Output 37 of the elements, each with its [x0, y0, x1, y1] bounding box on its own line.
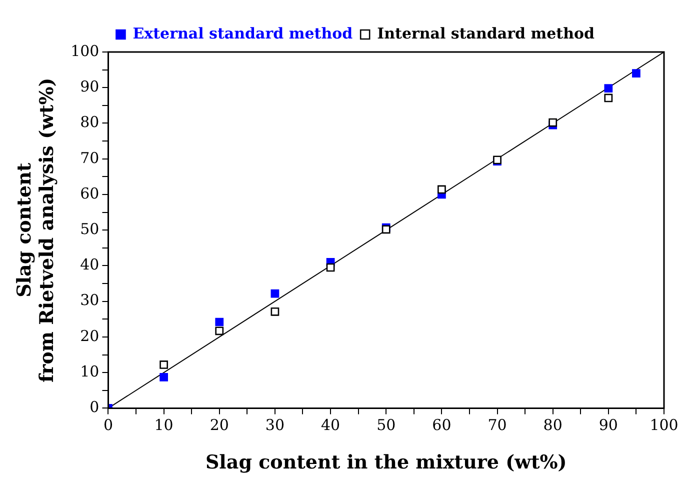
x-tick-label: 80 [543, 416, 562, 434]
point [604, 84, 613, 93]
legend-label: Internal standard method [377, 24, 596, 42]
y-tick-label: 30 [80, 291, 100, 310]
y-tick-label: 0 [90, 398, 100, 416]
point [160, 373, 168, 382]
point [604, 94, 613, 102]
point [326, 263, 335, 272]
point [215, 318, 224, 326]
point [270, 307, 280, 316]
x-tick-label: 0 [103, 416, 114, 434]
x-tick-label: 40 [320, 416, 340, 434]
x-tick-label: 70 [488, 416, 507, 434]
y-tick-label: 60 [80, 184, 100, 202]
y-tick-label: 80 [80, 113, 100, 132]
x-tick-label: 90 [598, 416, 618, 434]
point [438, 185, 446, 194]
y-tick-label: 70 [80, 148, 100, 167]
point [270, 289, 280, 298]
y-tick-label: 50 [80, 220, 100, 238]
y-tick-label: 20 [80, 326, 100, 345]
x-tick-label: 60 [432, 416, 452, 434]
legend-label: External standard method [132, 24, 354, 42]
x-tick-label: 10 [154, 416, 174, 434]
x-tick-label: 100 [650, 416, 678, 434]
x-axis-title: Slag content in the mixture (wt%) [205, 452, 567, 474]
x-tick-label: 50 [376, 416, 396, 434]
y-tick-label: 10 [80, 362, 100, 380]
point [632, 69, 640, 78]
y-tick-label: 90 [80, 78, 100, 96]
x-tick-label: 30 [265, 416, 285, 434]
x-tick-label: 20 [210, 416, 229, 434]
y-tick-label: 40 [80, 256, 100, 274]
y-tick-label: 100 [70, 42, 100, 60]
point [548, 118, 558, 127]
point [215, 326, 224, 336]
y-axis-title: Slag content from Rietveld analysis (wt%) [13, 78, 58, 382]
